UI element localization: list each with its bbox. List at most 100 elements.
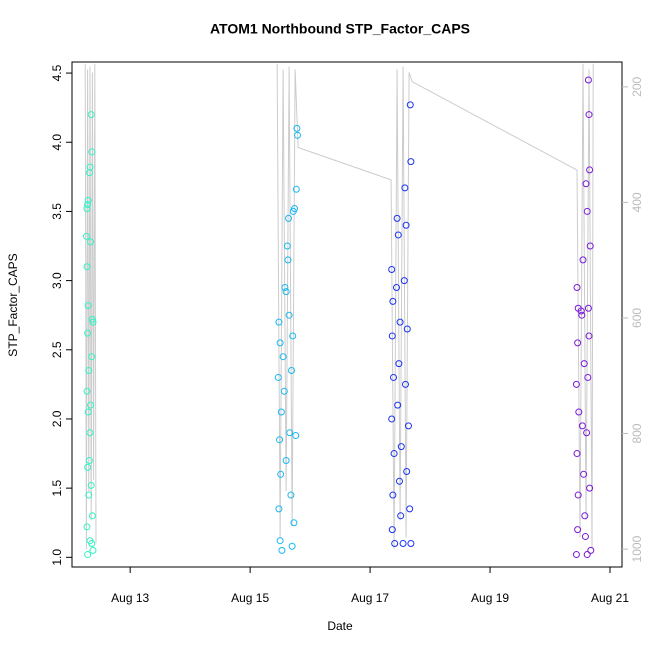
point — [403, 468, 411, 476]
point — [286, 429, 294, 437]
point — [277, 408, 285, 416]
point — [395, 360, 403, 368]
point — [587, 546, 595, 554]
point — [388, 415, 396, 423]
point — [585, 111, 593, 119]
point — [84, 196, 92, 204]
point — [403, 325, 411, 333]
point — [88, 148, 96, 156]
point — [85, 491, 93, 499]
y-tick-label: 2.0 — [50, 410, 64, 427]
x-tick-label: Aug 15 — [231, 591, 269, 605]
point — [407, 158, 415, 166]
x-tick-label: Aug 17 — [351, 591, 389, 605]
point — [393, 214, 401, 222]
point — [83, 387, 91, 395]
point — [279, 353, 287, 361]
point — [586, 242, 594, 250]
point — [83, 263, 91, 271]
point — [397, 512, 405, 520]
point — [581, 533, 589, 541]
point — [280, 387, 288, 395]
point — [290, 519, 298, 527]
point — [401, 380, 409, 388]
point — [391, 539, 399, 547]
point — [574, 526, 582, 534]
point — [392, 284, 400, 292]
y-tick-label: 4.0 — [50, 134, 64, 151]
point — [584, 373, 592, 381]
point — [276, 537, 284, 545]
point — [84, 408, 92, 416]
x-tick-label: Aug 19 — [471, 591, 509, 605]
point — [89, 318, 97, 326]
point — [291, 205, 299, 213]
point — [402, 221, 410, 229]
point — [583, 429, 591, 437]
point — [294, 131, 302, 139]
chart-title: ATOM1 Northbound STP_Factor_CAPS — [210, 21, 470, 37]
point — [396, 318, 404, 326]
point — [84, 201, 92, 209]
point — [84, 329, 92, 337]
point — [584, 304, 592, 312]
y2-tick-label: 1000 — [630, 535, 644, 562]
y-tick-label: 3.5 — [50, 203, 64, 220]
point — [275, 505, 283, 513]
point — [400, 277, 408, 285]
point — [276, 339, 284, 347]
point — [84, 551, 92, 559]
point — [399, 539, 407, 547]
point — [395, 477, 403, 485]
point — [82, 232, 90, 240]
point — [585, 332, 593, 340]
point — [580, 360, 588, 368]
point — [281, 284, 289, 292]
point — [582, 180, 590, 188]
point — [401, 184, 409, 192]
point — [574, 491, 582, 499]
point — [88, 512, 96, 520]
y2-tick-label: 800 — [630, 423, 644, 443]
point — [88, 315, 96, 323]
y-tick-label: 1.5 — [50, 479, 64, 496]
point — [394, 401, 402, 409]
point — [575, 408, 583, 416]
y-tick-label: 4.5 — [50, 64, 64, 81]
x-tick-label: Aug 21 — [591, 591, 629, 605]
point — [388, 266, 396, 274]
point — [284, 256, 292, 264]
point — [580, 470, 588, 478]
point — [574, 339, 582, 347]
point — [282, 456, 290, 464]
point — [285, 214, 293, 222]
point — [276, 436, 284, 444]
point — [288, 542, 296, 550]
point — [292, 432, 300, 440]
point — [87, 481, 95, 489]
point — [88, 539, 96, 547]
point — [283, 242, 291, 250]
point — [581, 512, 589, 520]
point — [583, 207, 591, 215]
point — [572, 380, 580, 388]
point — [388, 526, 396, 534]
y-tick-label: 1.0 — [50, 549, 64, 566]
y-tick-label: 2.5 — [50, 341, 64, 358]
point — [275, 318, 283, 326]
point — [85, 456, 93, 464]
point — [389, 491, 397, 499]
point — [389, 373, 397, 381]
point — [86, 163, 94, 171]
point — [282, 288, 290, 296]
point — [287, 491, 295, 499]
point — [292, 185, 300, 193]
point — [406, 505, 414, 513]
point — [89, 546, 97, 554]
point — [406, 101, 414, 109]
point — [397, 443, 405, 451]
point — [88, 353, 96, 361]
point — [278, 546, 286, 554]
point — [404, 422, 412, 430]
